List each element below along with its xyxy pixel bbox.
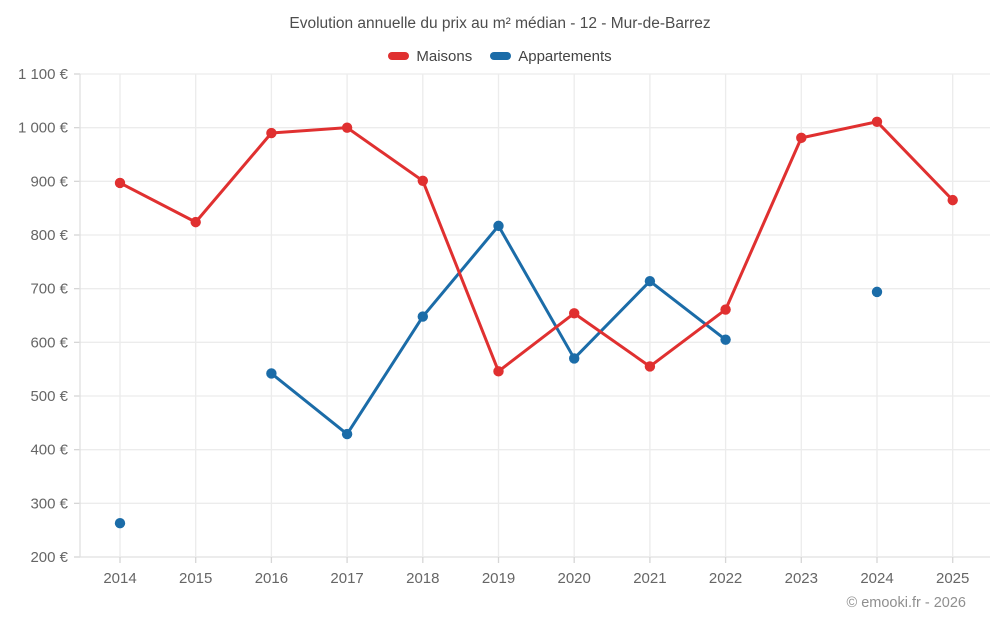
maisons-data-point[interactable] — [114, 177, 126, 189]
y-axis-tick-label: 800 € — [30, 227, 68, 244]
maisons-data-point[interactable] — [796, 132, 807, 144]
maisons-data-point[interactable] — [190, 216, 201, 228]
maisons-data-point[interactable] — [720, 304, 731, 315]
chart-legend: Maisons Appartements — [0, 46, 1000, 66]
legend-label-maisons: Maisons — [416, 47, 473, 65]
y-axis-tick-label: 400 € — [30, 442, 68, 459]
appartements-data-point[interactable] — [114, 517, 126, 529]
appartements-data-point[interactable] — [266, 368, 277, 379]
copyright-watermark: © emooki.fr - 2026 — [846, 595, 966, 611]
y-axis-tick-label: 1 000 € — [18, 120, 69, 137]
y-axis-tick-label: 1 100 € — [18, 66, 69, 83]
maisons-color-swatch — [388, 52, 410, 60]
y-axis-tick-label: 200 € — [30, 549, 68, 566]
x-axis-tick-label: 2016 — [255, 570, 288, 587]
legend-item-maisons[interactable]: Maisons — [388, 48, 472, 65]
maisons-data-point[interactable] — [341, 122, 353, 133]
x-axis-tick-label: 2017 — [330, 570, 363, 587]
y-axis-tick-label: 300 € — [30, 495, 68, 512]
y-axis-tick-label: 700 € — [30, 281, 68, 298]
appartements-data-point[interactable] — [417, 311, 428, 322]
maisons-data-point[interactable] — [871, 116, 883, 127]
appartements-data-point[interactable] — [644, 275, 656, 287]
y-axis-tick-label: 500 € — [30, 388, 68, 405]
x-axis-tick-label: 2025 — [936, 570, 969, 587]
x-axis-tick-label: 2023 — [785, 570, 818, 587]
x-axis-tick-label: 2020 — [558, 570, 591, 587]
maisons-data-point[interactable] — [644, 361, 656, 372]
maisons-data-point[interactable] — [947, 194, 958, 206]
legend-label-appartements: Appartements — [518, 47, 612, 65]
maisons-line — [118, 120, 955, 373]
y-axis-tick-label: 600 € — [30, 334, 68, 351]
maisons-data-point[interactable] — [417, 175, 428, 186]
x-axis-tick-label: 2021 — [633, 570, 666, 587]
x-axis-tick-label: 2018 — [406, 570, 439, 587]
y-axis-tick-label: 900 € — [30, 173, 68, 190]
appartements-data-point[interactable] — [720, 334, 731, 345]
appartements-data-point[interactable] — [493, 220, 504, 232]
appartements-color-swatch — [490, 52, 512, 60]
appartements-data-point[interactable] — [871, 286, 883, 298]
appartements-data-point[interactable] — [341, 428, 353, 440]
x-axis-tick-label: 2022 — [709, 570, 742, 587]
maisons-data-point[interactable] — [493, 366, 504, 377]
maisons-data-point[interactable] — [266, 127, 277, 139]
appartements-data-point[interactable] — [569, 353, 580, 364]
chart-title: Evolution annuelle du prix au m² médian … — [289, 15, 711, 32]
x-axis-tick-label: 2014 — [103, 570, 136, 587]
x-axis-tick-label: 2024 — [860, 570, 893, 587]
maisons-data-point[interactable] — [569, 308, 580, 319]
x-axis-tick-label: 2015 — [179, 570, 212, 587]
x-axis-tick-label: 2019 — [482, 570, 515, 587]
legend-item-appartements[interactable]: Appartements — [490, 47, 612, 65]
